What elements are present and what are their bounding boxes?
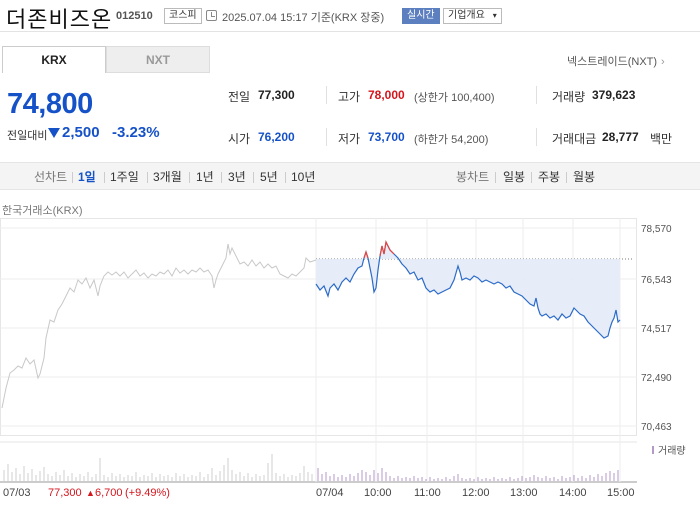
- market-badge: 코스피: [164, 8, 202, 24]
- stock-code: 012510: [116, 10, 153, 22]
- prev-day-summary: 77,300 ▲ 6,700 (+9.49%): [48, 487, 170, 499]
- current-price: 74,800: [7, 88, 93, 120]
- amount-unit: 백만: [650, 132, 673, 146]
- prev-change-summary: 6,700: [95, 487, 123, 499]
- chevron-down-icon: ▾: [492, 11, 497, 20]
- period-3y[interactable]: 3년: [228, 170, 246, 184]
- upper-limit: (상한가 100,400): [414, 92, 495, 104]
- volume-bars-today: [317, 468, 619, 481]
- change-percent: -3.23%: [112, 124, 160, 141]
- change-amount: 2,500: [62, 124, 100, 141]
- volume-bars-prev: [3, 454, 313, 481]
- divider: [536, 86, 537, 104]
- nxt-link-label: 넥스트레이드(NXT): [567, 56, 658, 68]
- change-label: 전일대비: [7, 130, 48, 142]
- period-1d[interactable]: 1일: [78, 170, 96, 184]
- clock-icon: [206, 10, 217, 21]
- divider: [253, 172, 254, 183]
- candle-chart-label[interactable]: 봉차트: [456, 170, 490, 184]
- period-1y[interactable]: 1년: [196, 170, 214, 184]
- y-tick-label: 74,517: [641, 324, 672, 335]
- divider: [326, 128, 327, 146]
- prev-close-value: 77,300: [258, 88, 295, 102]
- low-label: 저가: [338, 132, 361, 146]
- down-triangle-icon: [48, 128, 60, 138]
- period-1w[interactable]: 1주일: [110, 170, 139, 184]
- y-tick-label: 72,490: [641, 373, 672, 384]
- high-value: 78,000: [368, 88, 405, 102]
- open-label: 시가: [228, 132, 251, 146]
- low-value: 73,700: [368, 130, 405, 144]
- tab-krx[interactable]: KRX: [2, 46, 106, 73]
- prev-close-label: 전일: [228, 90, 251, 104]
- chart-frame: [0, 218, 637, 483]
- divider: [285, 172, 286, 183]
- line-chart-label[interactable]: 선차트: [34, 170, 68, 184]
- area-fill: [316, 242, 620, 338]
- amount-value: 28,777: [602, 130, 639, 144]
- y-axis-labels: 78,570 76,543 74,517 72,490 70,463: [641, 224, 672, 433]
- divider: [221, 172, 222, 183]
- divider: [326, 86, 327, 104]
- chevron-right-icon: ›: [661, 56, 665, 68]
- volume-value: 379,623: [592, 88, 636, 102]
- x-axis-labels: 07/03 07/04 10:00 11:00 12:00 13:00 14:0…: [3, 487, 635, 499]
- volume-legend: 거래량: [658, 445, 686, 457]
- company-overview-button[interactable]: 기업개요 ▾: [443, 8, 502, 24]
- nxt-link[interactable]: 넥스트레이드(NXT) ›: [567, 53, 665, 69]
- up-arrow-icon: ▲: [86, 488, 95, 498]
- price-chart: 78,570 76,543 74,517 72,490 70,463 거래량 0…: [0, 218, 686, 499]
- x-tick-label: 14:00: [559, 487, 587, 499]
- x-tick-label: 12:00: [462, 487, 490, 499]
- divider: [531, 172, 532, 183]
- stock-header: 더존비즈온 012510 코스피 2025.07.04 15:17 기준(KRX…: [0, 0, 700, 32]
- divider: [536, 128, 537, 146]
- divider: [104, 172, 105, 183]
- stock-name: 더존비즈온: [6, 7, 113, 32]
- open-value: 76,200: [258, 130, 295, 144]
- volume-label: 거래량: [552, 90, 586, 104]
- x-tick-label: 07/04: [316, 487, 344, 499]
- lower-limit: (하한가 54,200): [414, 134, 489, 146]
- divider: [189, 172, 190, 183]
- timestamp: 2025.07.04 15:17 기준(KRX 장중): [222, 12, 385, 24]
- candle-monthly[interactable]: 월봉: [573, 170, 596, 184]
- x-tick-label: 13:00: [510, 487, 538, 499]
- volume-legend-swatch: [652, 446, 654, 454]
- x-tick-label: 15:00: [607, 487, 635, 499]
- y-tick-label: 76,543: [641, 275, 672, 286]
- period-5y[interactable]: 5년: [260, 170, 278, 184]
- chart-toolbar: 선차트 1일 1주일 3개월 1년 3년 5년 10년 봉차트 일봉 주봉 월봉: [0, 162, 700, 190]
- amount-label: 거래대금: [552, 132, 597, 146]
- x-tick-label: 10:00: [364, 487, 392, 499]
- x-tick-label: 11:00: [414, 487, 441, 499]
- prev-close-summary: 77,300: [48, 487, 82, 499]
- y-tick-label: 70,463: [641, 422, 672, 433]
- divider: [72, 172, 73, 183]
- tab-nxt[interactable]: NXT: [106, 46, 210, 73]
- y-tick-label: 78,570: [641, 224, 672, 235]
- exchange-tabs: KRX NXT: [2, 46, 210, 73]
- peak-segment: [363, 240, 395, 259]
- divider: [495, 172, 496, 183]
- candle-weekly[interactable]: 주봉: [538, 170, 561, 184]
- divider: [566, 172, 567, 183]
- x-tick-label: 07/03: [3, 487, 31, 499]
- period-3m[interactable]: 3개월: [153, 170, 182, 184]
- candle-daily[interactable]: 일봉: [503, 170, 526, 184]
- divider: [147, 172, 148, 183]
- live-button[interactable]: 실시간: [402, 8, 440, 24]
- prev-day-line: [1, 243, 317, 409]
- period-10y[interactable]: 10년: [291, 170, 316, 184]
- prev-pct-summary: (+9.49%): [125, 487, 170, 499]
- exchange-label: 한국거래소(KRX): [2, 205, 83, 217]
- high-label: 고가: [338, 90, 361, 104]
- company-overview-label: 기업개요: [448, 10, 485, 21]
